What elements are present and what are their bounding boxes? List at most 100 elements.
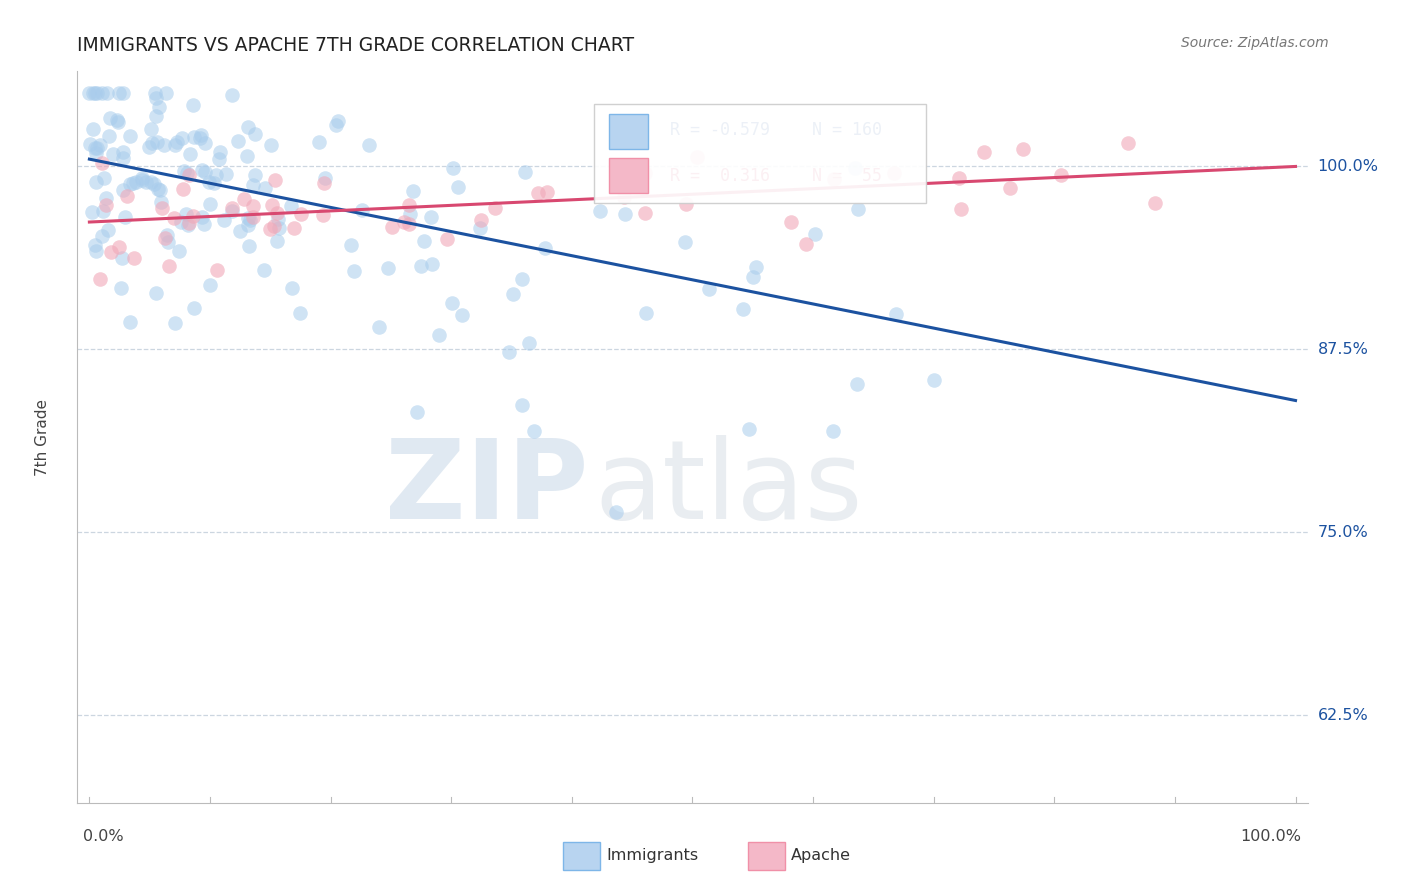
Point [229,224,252,238]
Point [745,260,768,275]
Text: 62.5%: 62.5% [1317,707,1368,723]
Point [634,306,657,320]
Point [100,111,122,125]
Point [502,287,524,301]
Point [215,167,238,181]
Text: N = 160: N = 160 [811,121,882,139]
Point [148,100,170,114]
Point [236,149,259,163]
Point [517,335,540,350]
Point [259,221,281,235]
Point [146,182,169,196]
Point [314,170,336,185]
FancyBboxPatch shape [564,842,600,870]
Point [84,244,107,258]
Point [83,87,105,101]
Point [79,137,101,152]
Point [377,260,399,275]
Point [527,186,550,200]
Point [731,301,754,316]
Point [260,138,283,153]
Point [221,88,243,103]
Point [924,373,946,387]
Point [89,271,111,285]
Point [697,282,720,296]
Point [89,137,111,152]
Point [634,206,657,220]
Point [91,228,114,243]
Point [846,376,869,391]
Point [673,235,696,250]
Point [283,221,305,235]
Point [194,136,217,150]
Point [794,237,817,252]
Point [174,206,197,220]
Point [350,202,373,217]
Point [172,182,194,196]
Point [97,223,120,237]
Point [510,272,533,286]
Point [260,198,283,212]
Point [523,425,546,439]
Point [823,424,845,438]
Point [153,137,176,152]
Point [675,197,697,211]
Point [394,215,416,229]
Point [253,263,276,277]
Point [883,165,905,179]
Point [96,87,118,101]
Point [1049,169,1071,183]
Point [221,202,243,216]
Point [226,134,249,148]
Point [290,306,312,320]
Text: 87.5%: 87.5% [1317,342,1368,357]
Point [177,168,200,182]
Point [150,201,173,215]
Point [232,192,254,206]
Point [436,232,458,246]
Point [536,186,558,200]
Point [111,151,134,165]
Point [111,87,134,101]
Point [420,257,443,271]
Point [118,178,141,192]
Point [111,183,134,197]
Point [83,141,105,155]
Point [973,145,995,159]
Point [357,138,380,153]
Point [181,209,204,223]
Text: 100.0%: 100.0% [1240,830,1302,844]
Point [193,217,215,231]
Point [949,202,972,217]
Point [111,251,134,265]
Point [190,210,212,224]
Text: 100.0%: 100.0% [1317,159,1378,174]
Point [533,241,555,255]
Point [179,147,201,161]
Point [440,295,463,310]
Point [737,422,759,436]
Point [91,203,114,218]
Point [498,344,520,359]
Point [131,173,153,187]
Point [441,161,464,176]
Point [406,404,429,418]
Point [145,285,167,300]
Point [170,215,193,229]
Text: ZIP: ZIP [384,434,588,541]
Point [173,164,195,178]
Point [110,281,132,295]
Text: 0.0%: 0.0% [83,830,124,844]
Point [312,177,335,191]
Point [308,135,330,149]
Point [848,202,870,217]
Point [183,130,205,145]
Point [166,135,188,149]
Point [402,184,425,198]
Point [780,215,803,229]
Point [125,175,148,189]
Point [163,316,186,330]
Point [101,147,124,161]
Point [1116,136,1139,151]
Point [80,205,103,219]
